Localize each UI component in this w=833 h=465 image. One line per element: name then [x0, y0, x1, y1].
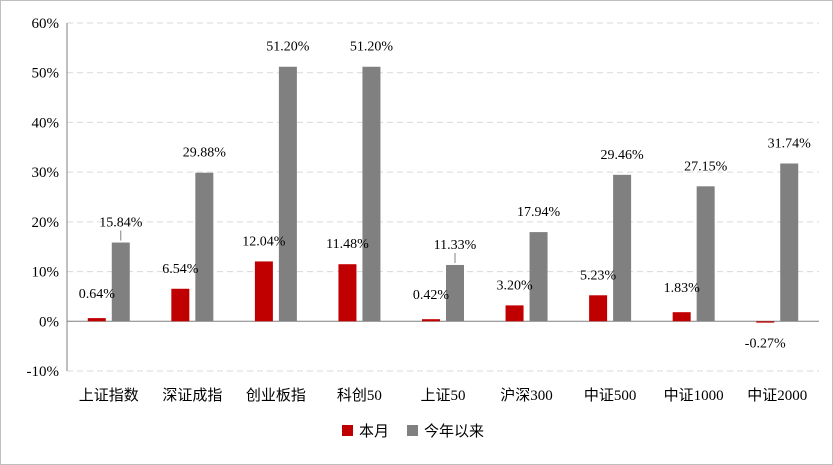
- data-label-this-month: -0.27%: [745, 336, 786, 351]
- x-tick-label: 上证50: [420, 387, 465, 404]
- y-tick-label: 0%: [39, 314, 59, 330]
- bar-ytd: [780, 163, 799, 322]
- y-tick-label: 60%: [32, 16, 60, 32]
- data-label-ytd: 29.88%: [183, 146, 227, 161]
- data-label-ytd: 27.15%: [684, 159, 728, 174]
- data-label-this-month: 6.54%: [162, 262, 199, 277]
- data-label-ytd: 51.20%: [266, 40, 310, 55]
- bar-ytd: [362, 66, 381, 322]
- bar-this-month: [505, 305, 524, 322]
- y-tick-label: 40%: [32, 115, 60, 131]
- y-tick-label: 30%: [32, 165, 60, 181]
- data-label-this-month: 0.42%: [413, 288, 450, 303]
- bar-this-month: [171, 288, 190, 322]
- data-label-ytd: 29.46%: [601, 148, 645, 163]
- legend: 本月 今年以来: [342, 423, 484, 440]
- bar-this-month: [422, 319, 440, 322]
- x-tick-label: 深证成指: [162, 387, 222, 404]
- x-tick-label: 中证1000: [664, 387, 724, 404]
- bar-ytd: [529, 232, 548, 322]
- data-label-ytd: 15.84%: [99, 216, 143, 231]
- legend-label-this-month: 本月: [359, 423, 389, 440]
- x-tick-label: 创业板指: [246, 386, 306, 404]
- bar-this-month: [756, 321, 775, 323]
- bar-this-month: [254, 261, 273, 322]
- axes: -10% 0% 10% 20% 30% 40% 50% 60% 上证指数 深证成指 创业板指 科创50…: [27, 16, 819, 404]
- data-label-this-month: 0.64%: [79, 287, 116, 302]
- x-tick-label: 上证指数: [79, 387, 139, 404]
- x-tick-label: 中证500: [584, 387, 637, 404]
- y-tick-label: 10%: [32, 265, 60, 281]
- bar-ytd: [696, 186, 715, 322]
- y-tick-label: 20%: [32, 215, 60, 231]
- x-tick-label: 沪深300: [500, 387, 553, 404]
- data-label-ytd: 17.94%: [517, 205, 561, 220]
- bar-ytd: [195, 172, 214, 322]
- bar-ytd: [111, 242, 130, 322]
- x-tick-label: 中证2000: [747, 387, 807, 404]
- bar-this-month: [589, 295, 608, 322]
- y-tick-label: -10%: [27, 364, 60, 380]
- legend-label-ytd: 今年以来: [424, 423, 484, 440]
- y-tick-label: 50%: [32, 66, 60, 82]
- bars: [87, 66, 799, 323]
- data-label-ytd: 11.33%: [434, 238, 477, 253]
- data-label-this-month: 1.83%: [664, 281, 701, 296]
- bar-ytd: [278, 66, 297, 322]
- data-label-this-month: 11.48%: [326, 237, 369, 252]
- bar-ytd: [613, 174, 632, 322]
- data-label-this-month: 12.04%: [242, 234, 286, 249]
- data-label-ytd: 31.74%: [768, 136, 812, 151]
- bar-ytd: [446, 264, 464, 322]
- data-label-ytd: 51.20%: [350, 40, 394, 55]
- bar-this-month: [672, 312, 691, 322]
- bar-this-month: [87, 318, 106, 322]
- data-label-this-month: 3.20%: [496, 278, 533, 293]
- data-labels: 0.64% 15.84% 6.54% 29.88% 12.04% 51.20% 11.48%…: [79, 40, 811, 352]
- gridlines: [67, 22, 819, 372]
- legend-swatch-ytd: [407, 425, 418, 436]
- bar-this-month: [338, 264, 357, 322]
- x-tick-label: 科创50: [337, 387, 382, 404]
- legend-swatch-this-month: [342, 425, 353, 436]
- data-label-this-month: 5.23%: [580, 268, 617, 283]
